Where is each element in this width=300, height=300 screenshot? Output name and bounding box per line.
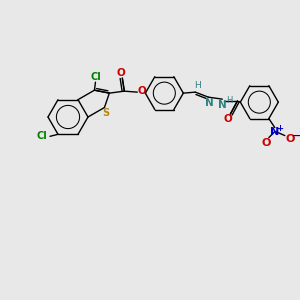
- Text: O: O: [224, 114, 233, 124]
- Text: N: N: [270, 127, 280, 136]
- Text: Cl: Cl: [37, 131, 47, 141]
- Text: H: H: [194, 81, 201, 90]
- Text: N: N: [218, 100, 227, 110]
- Text: S: S: [102, 107, 109, 118]
- Text: O: O: [138, 86, 147, 96]
- Text: −: −: [292, 130, 300, 141]
- Text: +: +: [276, 124, 283, 133]
- Text: O: O: [117, 68, 126, 78]
- Text: O: O: [285, 134, 295, 144]
- Text: O: O: [261, 138, 271, 148]
- Text: H: H: [226, 96, 232, 105]
- Text: Cl: Cl: [90, 72, 101, 82]
- Text: N: N: [205, 98, 214, 108]
